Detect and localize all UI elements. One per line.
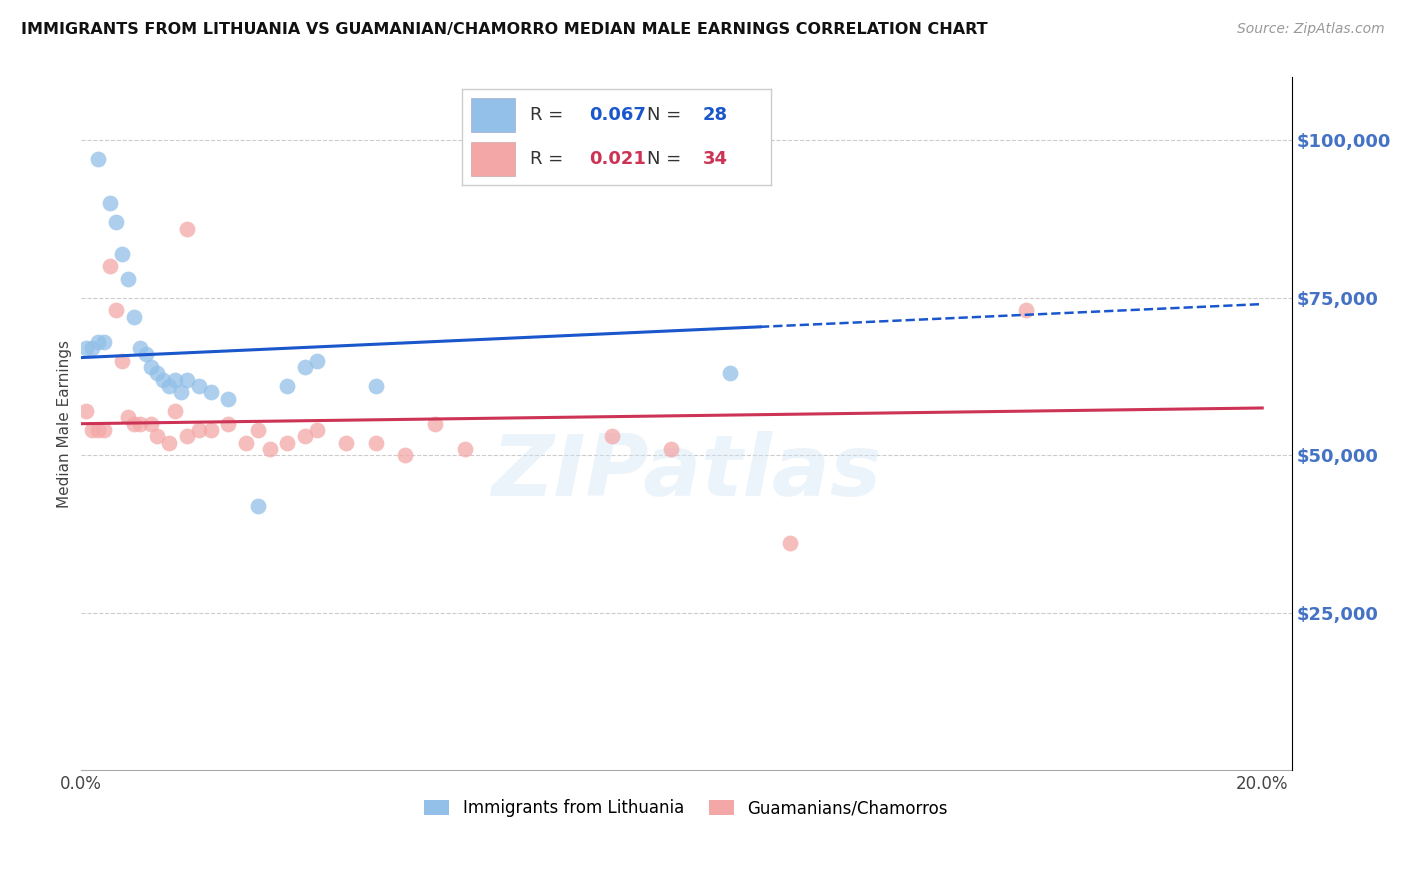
Point (176, 221, 198, 235)
Point (75, 341, 97, 355)
Point (146, 429, 169, 443)
Point (200, 385, 222, 400)
Point (146, 367, 169, 381)
Point (187, 423, 209, 437)
Point (87, 334, 110, 349)
Point (104, 215, 127, 229)
Point (93, 423, 115, 437)
Point (259, 442, 281, 456)
Legend: Immigrants from Lithuania, Guamanians/Chamorros: Immigrants from Lithuania, Guamanians/Ch… (418, 793, 955, 824)
Point (364, 379, 387, 393)
Point (294, 429, 316, 443)
Point (276, 435, 298, 450)
Point (294, 359, 316, 374)
Point (128, 417, 150, 431)
Point (75, 404, 97, 418)
Point (779, 536, 801, 550)
Point (246, 423, 269, 437)
Point (157, 379, 180, 393)
Point (217, 392, 239, 406)
Point (305, 423, 328, 437)
Point (87, 423, 110, 437)
Point (305, 353, 328, 368)
Point (128, 341, 150, 355)
Point (111, 246, 134, 260)
Point (98, 196, 121, 211)
Point (1015, 303, 1038, 318)
Point (453, 442, 475, 456)
Point (98, 260, 121, 274)
Point (276, 379, 298, 393)
Point (200, 423, 222, 437)
Point (335, 435, 357, 450)
Point (141, 359, 163, 374)
Point (246, 499, 269, 513)
Point (170, 385, 193, 400)
Point (217, 417, 239, 431)
Point (104, 303, 127, 318)
Point (111, 353, 134, 368)
Y-axis label: Median Male Earnings: Median Male Earnings (58, 340, 72, 508)
Point (82, 341, 104, 355)
Text: Source: ZipAtlas.com: Source: ZipAtlas.com (1237, 22, 1385, 37)
Point (720, 367, 742, 381)
Point (134, 347, 156, 361)
Point (600, 429, 623, 443)
Point (117, 410, 139, 425)
Point (176, 373, 198, 387)
Point (141, 417, 163, 431)
Point (394, 448, 416, 462)
Point (152, 373, 174, 387)
Point (157, 435, 180, 450)
Point (122, 310, 145, 324)
Point (117, 272, 139, 286)
Point (661, 442, 683, 456)
Point (176, 429, 198, 443)
Text: ZIPatlas: ZIPatlas (491, 431, 882, 514)
Point (82, 423, 104, 437)
Point (165, 404, 187, 418)
Point (93, 334, 115, 349)
Point (165, 373, 187, 387)
Point (364, 435, 387, 450)
Text: IMMIGRANTS FROM LITHUANIA VS GUAMANIAN/CHAMORRO MEDIAN MALE EARNINGS CORRELATION: IMMIGRANTS FROM LITHUANIA VS GUAMANIAN/C… (21, 22, 987, 37)
Point (122, 417, 145, 431)
Point (87, 153, 110, 167)
Point (187, 379, 209, 393)
Point (235, 435, 257, 450)
Point (423, 417, 446, 431)
